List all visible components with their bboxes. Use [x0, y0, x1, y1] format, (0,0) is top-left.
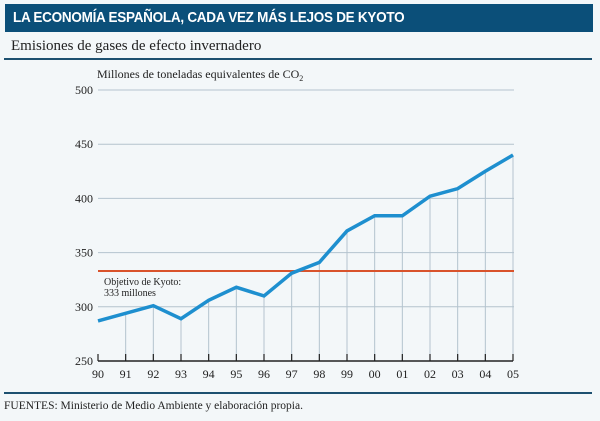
x-tick-91: 91: [120, 367, 132, 381]
x-tick-90: 90: [92, 367, 104, 381]
y-tick-250: 250: [75, 354, 93, 368]
x-axis: 90 91 92 93 94 95 96 97 98 99 00 01 02 03 04 05: [92, 354, 519, 381]
x-tick-96: 96: [258, 367, 270, 381]
y-tick-450: 450: [75, 137, 93, 151]
x-tick-97: 97: [286, 367, 298, 381]
emissions-line: [97, 153, 514, 323]
kyoto-label-line2: 333 millones: [104, 288, 156, 299]
x-tick-94: 94: [203, 367, 215, 381]
y-tick-300: 300: [75, 300, 93, 314]
chart-subtitle: Emisiones de gases de efecto invernadero: [11, 38, 262, 54]
x-tick-04: 04: [479, 367, 491, 381]
y-tick-500: 500: [75, 83, 93, 97]
x-tick-93: 93: [175, 367, 187, 381]
vertical-guides: [125, 155, 514, 361]
x-tick-05: 05: [507, 367, 519, 381]
kyoto-target: Objetivo de Kyoto:333 millones: [98, 270, 514, 299]
gridlines: [98, 89, 514, 308]
x-tick-00: 00: [369, 367, 381, 381]
source-note: FUENTES: Ministerio de Medio Ambiente y …: [4, 400, 303, 412]
x-tick-03: 03: [452, 367, 464, 381]
x-tick-95: 95: [230, 367, 242, 381]
subscript-2: 2: [299, 74, 303, 83]
x-tick-99: 99: [341, 367, 353, 381]
top-divider: [4, 58, 592, 60]
title-banner: LA ECONOMÍA ESPAÑOLA, CADA VEZ MÁS LEJOS…: [5, 4, 593, 32]
x-tick-02: 02: [424, 367, 436, 381]
kyoto-label-line1: Objetivo de Kyoto:: [104, 277, 181, 288]
bottom-divider: [4, 392, 592, 394]
x-tick-98: 98: [313, 367, 325, 381]
y-tick-350: 350: [75, 246, 93, 260]
emissions-series: [97, 153, 514, 323]
x-tick-92: 92: [147, 367, 159, 381]
y-tick-400: 400: [75, 191, 93, 205]
x-tick-01: 01: [396, 367, 408, 381]
chart-title: LA ECONOMÍA ESPAÑOLA, CADA VEZ MÁS LEJOS…: [13, 9, 405, 26]
y-axis-label: Millones de toneladas equivalentes de CO…: [97, 67, 303, 83]
y-tick-labels: 250 300 350 400 450 500: [75, 83, 93, 368]
